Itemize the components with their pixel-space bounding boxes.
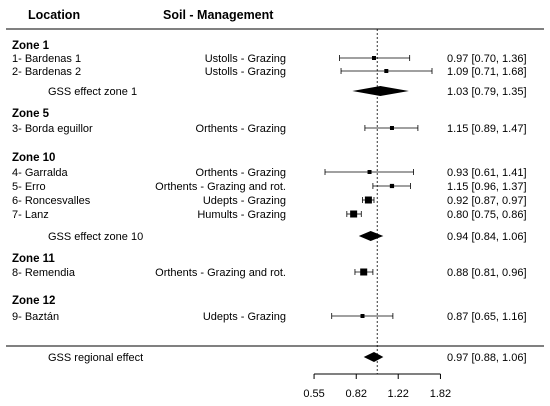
- header-soil-management: Soil - Management: [163, 8, 274, 22]
- x-tick-label-2: 1.22: [388, 388, 409, 400]
- estimate-2-bardenas-2: 1.09 [0.71, 1.68]: [447, 66, 527, 78]
- estimate-5-erro: 1.15 [0.96, 1.37]: [447, 181, 527, 193]
- summary-label-gss-regional-effect: GSS regional effect: [48, 352, 143, 364]
- soil-management-8-remendia: Orthents - Grazing and rot.: [155, 267, 286, 279]
- soil-management-2-bardenas-2: Ustolls - Grazing: [205, 66, 286, 78]
- study-label-3-borda-eguillor: 3- Borda eguillor: [12, 123, 93, 135]
- estimate-gss-effect-zone-10: 0.94 [0.84, 1.06]: [447, 231, 527, 243]
- x-axis: 0.55 0.82 1.22 1.82: [303, 374, 451, 400]
- point-estimate-6-roncesvalles: [364, 196, 372, 204]
- study-label-1-bardenas-1: 1- Bardenas 1: [12, 53, 81, 65]
- study-label-8-remendia: 8- Remendia: [12, 267, 76, 279]
- x-tick-label-1: 0.82: [346, 388, 367, 400]
- zone-title-zone-12: Zone 12: [12, 295, 55, 307]
- soil-management-6-roncesvalles: Udepts - Grazing: [203, 195, 286, 207]
- point-estimate-7-lanz: [350, 210, 358, 218]
- estimate-9-baztan: 0.87 [0.65, 1.16]: [447, 311, 527, 323]
- x-tick-label-3: 1.82: [430, 388, 451, 400]
- summary-diamond-gss-regional-effect: [363, 352, 384, 362]
- estimate-1-bardenas-1: 0.97 [0.70, 1.36]: [447, 53, 527, 65]
- study-label-9-baztan: 9- Baztán: [12, 311, 59, 323]
- soil-management-9-baztan: Udepts - Grazing: [203, 311, 286, 323]
- point-estimate-9-baztan: [360, 314, 365, 318]
- summary-label-gss-effect-zone-1: GSS effect zone 1: [48, 86, 137, 98]
- zone-title-zone-10: Zone 10: [12, 152, 55, 164]
- zone-title-zone-1: Zone 1: [12, 40, 50, 52]
- soil-management-1-bardenas-1: Ustolls - Grazing: [205, 53, 286, 65]
- header-location: Location: [28, 8, 80, 22]
- point-estimate-5-erro: [389, 183, 395, 189]
- point-estimate-4-garralda: [367, 170, 372, 174]
- estimate-gss-regional-effect: 0.97 [0.88, 1.06]: [447, 352, 527, 364]
- soil-management-4-garralda: Orthents - Grazing: [196, 167, 286, 179]
- summary-diamond-gss-effect-zone-10: [358, 231, 384, 241]
- study-label-4-garralda: 4- Garralda: [12, 167, 69, 179]
- point-estimate-8-remendia: [360, 268, 368, 276]
- zone-title-zone-5: Zone 5: [12, 108, 50, 120]
- study-label-6-roncesvalles: 6- Roncesvalles: [12, 195, 91, 207]
- estimate-8-remendia: 0.88 [0.81, 0.96]: [447, 267, 527, 279]
- x-tick-label-0: 0.55: [303, 388, 324, 400]
- rows-layer: Zone 11- Bardenas 1 Ustolls - Grazing 0.97…: [12, 40, 527, 364]
- soil-management-7-lanz: Humults - Grazing: [197, 209, 286, 221]
- estimate-gss-effect-zone-1: 1.03 [0.79, 1.35]: [447, 86, 527, 98]
- zone-title-zone-11: Zone 11: [12, 253, 55, 265]
- summary-diamond-gss-effect-zone-1: [352, 86, 409, 96]
- soil-management-3-borda-eguillor: Orthents - Grazing: [196, 123, 286, 135]
- estimate-3-borda-eguillor: 1.15 [0.89, 1.47]: [447, 123, 527, 135]
- estimate-4-garralda: 0.93 [0.61, 1.41]: [447, 167, 527, 179]
- point-estimate-2-bardenas-2: [384, 69, 389, 73]
- study-label-5-erro: 5- Erro: [12, 181, 46, 193]
- point-estimate-3-borda-eguillor: [389, 126, 394, 130]
- summary-label-gss-effect-zone-10: GSS effect zone 10: [48, 231, 143, 243]
- estimate-7-lanz: 0.80 [0.75, 0.86]: [447, 209, 527, 221]
- estimate-6-roncesvalles: 0.92 [0.87, 0.97]: [447, 195, 527, 207]
- study-label-2-bardenas-2: 2- Bardenas 2: [12, 66, 81, 78]
- soil-management-5-erro: Orthents - Grazing and rot.: [155, 181, 286, 193]
- point-estimate-1-bardenas-1: [371, 56, 376, 60]
- study-label-7-lanz: 7- Lanz: [12, 209, 49, 221]
